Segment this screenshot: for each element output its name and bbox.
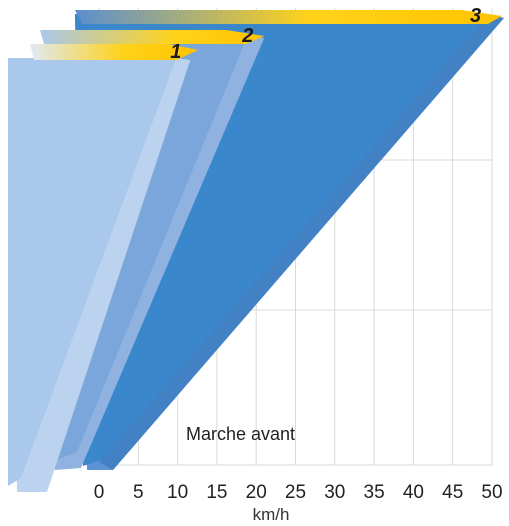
gear-label-1: 1 (170, 41, 181, 63)
annotation-marche-avant: Marche avant (186, 424, 295, 444)
x-tick-label: 50 (481, 482, 502, 503)
band-gear-1 (8, 58, 177, 486)
x-tick-label: 15 (206, 482, 227, 503)
x-tick-labels: 0 5 10 15 20 25 30 35 40 45 50 (94, 482, 503, 503)
x-tick-label: 35 (364, 482, 385, 503)
gear-3-label-bar (75, 10, 502, 24)
gear-bands: 1 2 3 (8, 5, 504, 492)
x-tick-label: 45 (442, 482, 463, 503)
x-axis-label: km/h (253, 505, 290, 524)
band-gear-3-edge (99, 14, 504, 470)
x-tick-label: 25 (285, 482, 306, 503)
gear-2-label-bar (40, 30, 265, 44)
x-tick-label: 10 (167, 482, 188, 503)
gear-1-label-bar (30, 44, 199, 60)
x-tick-label: 0 (94, 482, 105, 503)
gear-label-3: 3 (470, 5, 481, 27)
x-tick-label: 5 (133, 482, 144, 503)
gear-label-2: 2 (241, 25, 253, 47)
x-tick-label: 30 (324, 482, 345, 503)
x-tick-label: 40 (403, 482, 424, 503)
x-tick-label: 20 (246, 482, 267, 503)
